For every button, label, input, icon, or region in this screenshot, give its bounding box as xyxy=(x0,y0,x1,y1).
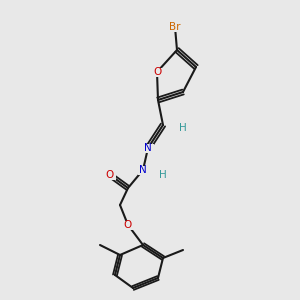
Text: H: H xyxy=(159,170,167,180)
FancyBboxPatch shape xyxy=(178,124,188,132)
FancyBboxPatch shape xyxy=(158,171,168,179)
Text: O: O xyxy=(106,170,114,180)
FancyBboxPatch shape xyxy=(122,220,134,230)
Text: Br: Br xyxy=(169,22,181,32)
FancyBboxPatch shape xyxy=(142,143,154,152)
FancyBboxPatch shape xyxy=(104,170,116,179)
FancyBboxPatch shape xyxy=(137,166,148,175)
Text: N: N xyxy=(144,143,152,153)
Text: O: O xyxy=(124,220,132,230)
Text: N: N xyxy=(139,165,147,175)
FancyBboxPatch shape xyxy=(151,68,163,76)
Text: O: O xyxy=(153,67,161,77)
FancyBboxPatch shape xyxy=(167,22,184,32)
Text: H: H xyxy=(179,123,187,133)
